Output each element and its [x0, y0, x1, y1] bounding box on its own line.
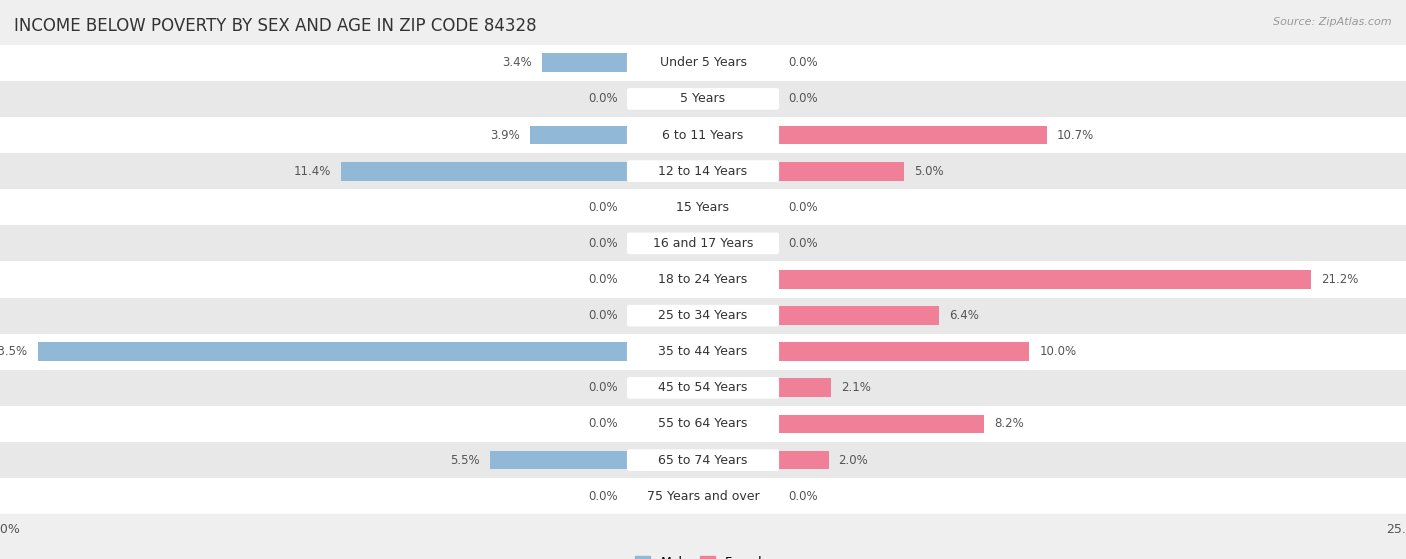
Bar	[342, 162, 627, 181]
Text: 5 Years: 5 Years	[681, 92, 725, 106]
Bar	[530, 126, 627, 144]
Bar	[543, 54, 627, 72]
Bar	[0, 406, 1406, 442]
Bar	[779, 378, 831, 397]
Text: 0.0%: 0.0%	[789, 237, 818, 250]
Text: 23.5%: 23.5%	[0, 345, 28, 358]
FancyBboxPatch shape	[627, 196, 779, 218]
Text: 10.7%: 10.7%	[1057, 129, 1094, 141]
Bar	[0, 117, 1406, 153]
Text: 8.2%: 8.2%	[994, 418, 1024, 430]
Text: 10.0%: 10.0%	[1039, 345, 1077, 358]
Bar	[0, 225, 1406, 262]
Bar	[0, 334, 1406, 370]
Text: 0.0%: 0.0%	[588, 418, 617, 430]
FancyBboxPatch shape	[627, 341, 779, 363]
FancyBboxPatch shape	[627, 305, 779, 326]
Text: 5.5%: 5.5%	[450, 453, 479, 467]
Bar	[779, 415, 984, 433]
Text: 0.0%: 0.0%	[588, 309, 617, 322]
Text: 75 Years and over: 75 Years and over	[647, 490, 759, 503]
Text: 3.4%: 3.4%	[502, 56, 533, 69]
FancyBboxPatch shape	[627, 233, 779, 254]
Text: 5.0%: 5.0%	[914, 165, 943, 178]
Text: 2.1%: 2.1%	[841, 381, 870, 394]
Bar	[0, 81, 1406, 117]
Text: 45 to 54 Years: 45 to 54 Years	[658, 381, 748, 394]
Text: 0.0%: 0.0%	[789, 490, 818, 503]
Bar	[489, 451, 627, 470]
Text: 2.0%: 2.0%	[838, 453, 869, 467]
Bar	[779, 451, 828, 470]
Bar	[0, 478, 1406, 514]
Text: INCOME BELOW POVERTY BY SEX AND AGE IN ZIP CODE 84328: INCOME BELOW POVERTY BY SEX AND AGE IN Z…	[14, 17, 537, 35]
FancyBboxPatch shape	[627, 269, 779, 290]
FancyBboxPatch shape	[627, 413, 779, 435]
Bar	[0, 153, 1406, 189]
Text: 0.0%: 0.0%	[789, 56, 818, 69]
Bar	[38, 342, 627, 361]
Text: 55 to 64 Years: 55 to 64 Years	[658, 418, 748, 430]
Bar	[779, 126, 1047, 144]
Text: 0.0%: 0.0%	[588, 237, 617, 250]
Text: 65 to 74 Years: 65 to 74 Years	[658, 453, 748, 467]
Bar	[779, 342, 1029, 361]
Text: Under 5 Years: Under 5 Years	[659, 56, 747, 69]
Bar	[779, 306, 939, 325]
Text: 15 Years: 15 Years	[676, 201, 730, 214]
Text: 16 and 17 Years: 16 and 17 Years	[652, 237, 754, 250]
Bar	[0, 442, 1406, 478]
Text: 0.0%: 0.0%	[588, 490, 617, 503]
Bar	[0, 189, 1406, 225]
Text: 35 to 44 Years: 35 to 44 Years	[658, 345, 748, 358]
Legend: Male, Female: Male, Female	[630, 551, 776, 559]
Text: 12 to 14 Years: 12 to 14 Years	[658, 165, 748, 178]
FancyBboxPatch shape	[627, 377, 779, 399]
Text: Source: ZipAtlas.com: Source: ZipAtlas.com	[1274, 17, 1392, 27]
Text: 6.4%: 6.4%	[949, 309, 979, 322]
Text: 0.0%: 0.0%	[789, 92, 818, 106]
FancyBboxPatch shape	[627, 88, 779, 110]
Text: 0.0%: 0.0%	[588, 273, 617, 286]
FancyBboxPatch shape	[627, 485, 779, 507]
Text: 0.0%: 0.0%	[588, 381, 617, 394]
Bar	[779, 162, 904, 181]
Bar	[0, 262, 1406, 297]
Text: 21.2%: 21.2%	[1320, 273, 1358, 286]
Text: 6 to 11 Years: 6 to 11 Years	[662, 129, 744, 141]
Bar	[0, 297, 1406, 334]
Text: 0.0%: 0.0%	[588, 201, 617, 214]
Text: 3.9%: 3.9%	[489, 129, 520, 141]
Text: 0.0%: 0.0%	[789, 201, 818, 214]
FancyBboxPatch shape	[627, 124, 779, 146]
Bar	[0, 45, 1406, 81]
FancyBboxPatch shape	[627, 449, 779, 471]
Bar	[0, 370, 1406, 406]
Text: 11.4%: 11.4%	[294, 165, 332, 178]
FancyBboxPatch shape	[627, 160, 779, 182]
FancyBboxPatch shape	[627, 52, 779, 74]
Text: 18 to 24 Years: 18 to 24 Years	[658, 273, 748, 286]
Text: 25 to 34 Years: 25 to 34 Years	[658, 309, 748, 322]
Text: 0.0%: 0.0%	[588, 92, 617, 106]
Bar	[779, 270, 1310, 289]
